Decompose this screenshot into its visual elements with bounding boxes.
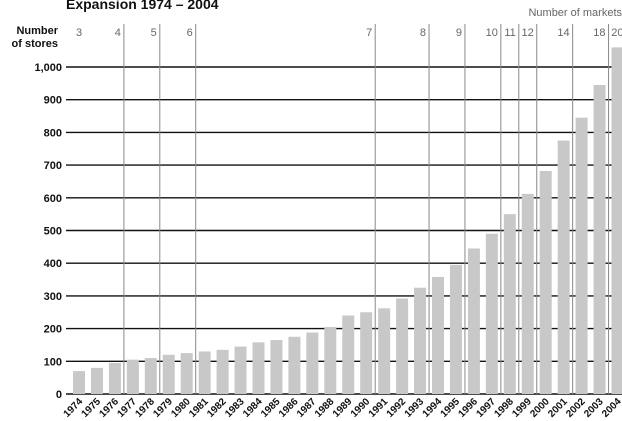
x-tick-label: 1979 (151, 396, 175, 420)
x-tick-label: 1986 (277, 396, 301, 420)
market-count-label: 7 (366, 27, 372, 39)
x-tick-label: 1977 (115, 396, 139, 420)
bar (252, 342, 265, 394)
x-tick-label: 1988 (313, 396, 337, 420)
x-tick-label: 1996 (457, 396, 481, 420)
y-tick-label: 600 (44, 193, 62, 205)
x-tick-label: 1975 (80, 396, 104, 420)
x-tick-label: 1997 (474, 396, 498, 420)
x-tick-label: 1991 (367, 396, 391, 420)
market-count-label: 6 (187, 27, 193, 39)
bar (216, 349, 229, 394)
bar (162, 354, 175, 394)
x-axis-tick-labels: 1974197519761977197819791980198119821983… (62, 396, 622, 420)
bar (432, 276, 444, 394)
bar (342, 315, 355, 394)
x-tick-label: 1993 (403, 396, 427, 420)
market-count-label: 5 (151, 27, 157, 39)
bar (521, 193, 534, 394)
bar (144, 358, 157, 394)
x-tick-label: 2001 (546, 396, 570, 420)
market-marker-lines (123, 24, 610, 394)
bar (198, 351, 211, 394)
y-tick-label: 700 (44, 160, 62, 172)
market-count-label: 20 (611, 27, 622, 39)
market-axis-title: Number of markets (528, 7, 622, 19)
market-count-label: 4 (115, 27, 121, 39)
y-tick-label: 500 (44, 226, 62, 238)
bar (485, 233, 498, 394)
x-tick-label: 2002 (564, 396, 588, 420)
x-tick-label: 1994 (421, 396, 445, 420)
bar (288, 336, 301, 394)
x-tick-label: 1978 (133, 396, 157, 420)
bar (270, 340, 283, 394)
bar (539, 170, 552, 394)
bar (557, 140, 570, 394)
x-tick-label: 1980 (169, 396, 193, 420)
y-tick-label: 100 (44, 356, 62, 368)
y-tick-label: 400 (44, 258, 62, 270)
y-tick-label: 900 (44, 95, 62, 107)
chart-title: Expansion 1974 – 2004 (66, 0, 219, 12)
bar (73, 371, 85, 394)
x-tick-label: 1990 (349, 396, 373, 420)
x-tick-label: 1976 (98, 396, 122, 420)
y-axis-title-line2: of stores (12, 38, 58, 50)
bar (90, 367, 103, 394)
bar (180, 353, 193, 394)
bar (360, 312, 373, 394)
bar (234, 346, 247, 394)
bar (324, 326, 337, 394)
x-tick-label: 1983 (223, 396, 247, 420)
bar (378, 308, 391, 394)
bar (396, 298, 409, 394)
bar (126, 359, 139, 394)
bar (575, 117, 588, 394)
y-tick-label: 800 (44, 127, 62, 139)
x-tick-label: 1999 (510, 396, 534, 420)
x-tick-label: 1985 (259, 396, 283, 420)
market-count-label: 12 (522, 27, 534, 39)
market-count-label: 18 (593, 27, 605, 39)
bar (449, 264, 462, 394)
y-tick-label: 200 (44, 324, 62, 336)
x-tick-label: 2003 (582, 396, 606, 420)
market-count-labels: 3 4 5 6 7 8 9 10 11 12 14 18 20 (76, 27, 622, 39)
gridlines (66, 66, 622, 395)
x-tick-label: 1998 (492, 396, 516, 420)
x-tick-label: 1974 (62, 396, 86, 420)
bar (503, 214, 516, 394)
y-tick-label: 1,000 (34, 62, 62, 74)
x-tick-label: 1989 (331, 396, 355, 420)
bar (108, 362, 121, 394)
x-tick-label: 1982 (205, 396, 229, 420)
y-tick-label: 300 (44, 291, 62, 303)
x-tick-label: 2004 (600, 396, 622, 420)
bar (593, 84, 606, 395)
x-tick-label: 1981 (187, 396, 211, 420)
market-count-label: 8 (420, 27, 426, 39)
market-count-label: 14 (557, 27, 569, 39)
x-tick-label: 1987 (295, 396, 319, 420)
bar-series (73, 47, 622, 395)
market-count-label: 9 (456, 27, 462, 39)
market-count-label: 3 (76, 27, 82, 39)
x-tick-label: 1992 (385, 396, 409, 420)
x-tick-label: 1995 (439, 396, 463, 420)
bar (414, 287, 427, 394)
market-count-label: 11 (504, 27, 515, 39)
bar (306, 332, 319, 394)
y-axis-tick-labels: 0 100 200 300 400 500 600 700 800 900 1,000 (34, 62, 62, 401)
y-axis-title: Number (16, 25, 58, 37)
market-count-label: 10 (486, 27, 498, 39)
x-tick-label: 2000 (528, 396, 552, 420)
bar (467, 248, 480, 394)
y-tick-label: 0 (56, 389, 62, 401)
x-tick-label: 1984 (241, 396, 265, 420)
bar (611, 47, 622, 394)
